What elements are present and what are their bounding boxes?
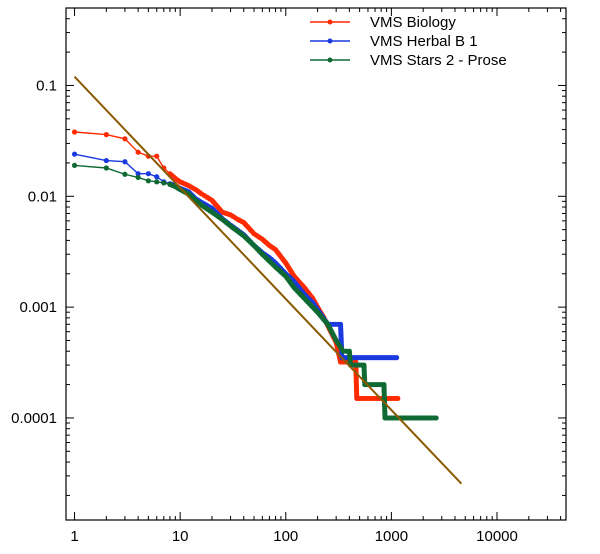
y-tick-label: 0.0001 [11,410,57,427]
legend-item-biology: VMS Biology [310,14,456,31]
data-point [71,129,78,135]
plot-frame [65,7,567,521]
x-tick-label: 1 [70,528,78,545]
legend-marker-herbal [327,38,333,44]
data-point [135,149,141,155]
data-point [154,174,160,180]
legend-item-stars: VMS Stars 2 - Prose [310,52,507,69]
data-point [135,171,141,177]
data-point [71,151,78,157]
x-tick-label: 1000 [375,528,408,545]
fit-line-layer [73,76,463,485]
x-tick-label: 100 [273,528,298,545]
series-2 [71,162,439,421]
data-point [161,180,167,186]
x-axis-tick-labels: 1 10 100 1000 10000 [70,528,517,545]
series-line [74,164,437,419]
series-1 [71,151,400,361]
data-point [103,165,109,171]
x-tick-label: 10 [172,528,189,545]
legend-marker-stars [327,57,333,63]
data-point [145,171,151,177]
data-point [145,178,151,184]
legend: VMS Biology VMS Herbal B 1 VMS Stars 2 -… [310,14,507,69]
data-point [71,162,78,168]
y-tick-label: 0.1 [36,77,57,94]
data-point [103,157,109,164]
series-layer [71,129,439,421]
data-point [393,355,400,361]
y-axis-ticks [66,7,566,496]
x-axis-ticks [74,8,562,520]
data-point [122,136,128,142]
y-tick-label: 0.001 [19,299,57,316]
x-tick-label: 10000 [476,528,518,545]
data-point [395,395,401,402]
legend-item-herbal: VMS Herbal B 1 [310,33,478,50]
legend-label-stars: VMS Stars 2 - Prose [370,52,507,69]
data-point [154,179,160,185]
data-point [122,171,128,177]
data-point [135,174,141,181]
data-point [122,159,128,165]
legend-label-biology: VMS Biology [370,14,456,31]
data-point [103,132,109,138]
data-point [154,153,160,159]
fit-line [73,76,463,485]
y-tick-label: 0.01 [28,188,57,205]
legend-marker-biology [327,19,333,25]
y-axis-tick-labels: 0.1 0.01 0.001 0.0001 [11,77,57,426]
series-line [74,153,397,359]
data-point [433,415,439,421]
legend-label-herbal: VMS Herbal B 1 [370,33,478,50]
